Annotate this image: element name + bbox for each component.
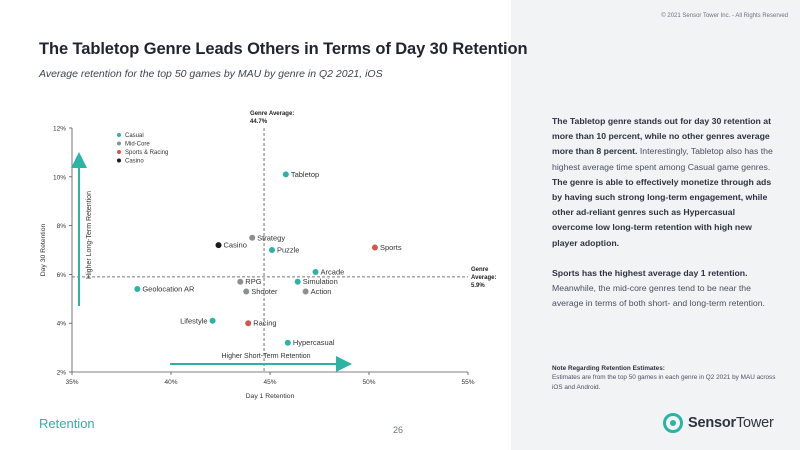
sensor-tower-logo: SensorTower	[663, 413, 774, 433]
p2-run-0: Sports has the highest average day 1 ret…	[552, 267, 748, 278]
long-term-arrow-label: Higher Long-Term Retention	[86, 191, 93, 279]
point-geolocation-ar	[134, 286, 141, 293]
y-tick-label: 8%	[57, 223, 67, 230]
point-label-racing: Racing	[253, 319, 276, 328]
point-label-rpg: RPG	[245, 277, 261, 286]
side-panel	[511, 0, 800, 450]
x-tick-label: 55%	[461, 379, 474, 386]
point-rpg	[237, 278, 244, 285]
p1-run-1: Interestingly, Tabletop also has the hig…	[552, 146, 773, 172]
commentary-paragraph-1: The Tabletop genre stands out for day 30…	[552, 114, 774, 251]
point-label-strategy: Strategy	[257, 233, 285, 242]
point-strategy	[249, 234, 256, 241]
note-title: Note Regarding Retention Estimates:	[552, 365, 665, 372]
y-average-label-value: 5.9%	[471, 283, 485, 289]
point-label-tabletop: Tabletop	[291, 170, 319, 179]
point-hypercasual	[284, 339, 291, 346]
x-average-label-value: 44.7%	[250, 119, 268, 125]
y-axis-title: Day 30 Retention	[40, 224, 47, 277]
logo-text-bold: Sensor	[688, 415, 736, 431]
x-tick-label: 35%	[65, 379, 78, 386]
point-label-sports: Sports	[380, 243, 402, 252]
y-tick-label: 4%	[57, 321, 67, 328]
logo-text-regular: Tower	[735, 415, 774, 431]
point-casino	[215, 242, 222, 249]
legend-label-casino: Casino	[125, 159, 144, 165]
point-racing	[245, 320, 252, 327]
point-label-hypercasual: Hypercasual	[293, 338, 335, 347]
point-label-casino: Casino	[224, 241, 247, 250]
point-tabletop	[282, 171, 289, 178]
y-tick-label: 2%	[57, 370, 67, 377]
x-average-label-title: Genre Average:	[250, 111, 294, 117]
note-body: Estimates are from the top 50 games in e…	[552, 374, 776, 391]
point-lifestyle	[209, 317, 216, 324]
point-action	[302, 288, 309, 295]
point-simulation	[294, 278, 301, 285]
point-label-lifestyle: Lifestyle	[180, 316, 208, 325]
section-label: Retention	[39, 416, 95, 431]
page-number: 26	[393, 425, 404, 435]
point-shooter	[243, 288, 250, 295]
point-sports	[371, 244, 378, 251]
p1-run-2: The genre is able to effectively monetiz…	[552, 176, 772, 248]
side-commentary: The Tabletop genre stands out for day 30…	[552, 114, 774, 326]
legend-marker-casual	[117, 133, 121, 137]
y-tick-label: 12%	[53, 126, 66, 133]
point-label-arcade: Arcade	[321, 267, 345, 276]
x-tick-label: 45%	[263, 379, 276, 386]
point-label-geolocation-ar: Geolocation AR	[142, 285, 195, 294]
legend-label-midcore: Mid-Core	[125, 142, 150, 148]
page-subtitle: Average retention for the top 50 games b…	[39, 68, 383, 80]
copyright: © 2021 Sensor Tower Inc. - All Rights Re…	[661, 13, 788, 19]
point-label-simulation: Simulation	[303, 277, 338, 286]
legend-marker-casino	[117, 158, 121, 163]
point-label-action: Action	[311, 287, 332, 296]
p2-run-1: Meanwhile, the mid-core genres tend to b…	[552, 283, 765, 309]
commentary-paragraph-2: Sports has the highest average day 1 ret…	[552, 266, 774, 312]
retention-note: Note Regarding Retention Estimates: Esti…	[552, 364, 782, 392]
point-label-shooter: Shooter	[251, 287, 278, 296]
logo-icon	[663, 413, 683, 433]
y-tick-label: 6%	[57, 272, 67, 279]
page-title: The Tabletop Genre Leads Others in Terms…	[39, 40, 528, 58]
point-arcade	[312, 268, 319, 275]
legend-marker-sports_racing	[117, 150, 121, 154]
legend-label-sports_racing: Sports & Racing	[125, 150, 168, 156]
y-tick-label: 10%	[53, 174, 66, 181]
short-term-arrow-label: Higher Short-Term Retention	[221, 353, 310, 360]
p1-run-0: The Tabletop genre stands out for day 30…	[552, 116, 771, 157]
x-tick-label: 40%	[164, 379, 177, 386]
point-puzzle	[268, 247, 275, 253]
x-tick-label: 50%	[362, 379, 375, 386]
scatter-chart: 2% 4% 6% 8% 10% 12% 35% 40% 45% 50% 55% Day 1 Reten…	[40, 111, 496, 400]
x-axis-title: Day 1 Retention	[246, 393, 295, 400]
legend-marker-midcore	[117, 141, 121, 146]
point-label-puzzle: Puzzle	[277, 246, 300, 255]
y-average-label-mid: Average:	[471, 275, 496, 281]
legend-label-casual: Casual	[125, 133, 144, 139]
y-average-label-title: Genre	[471, 267, 489, 273]
